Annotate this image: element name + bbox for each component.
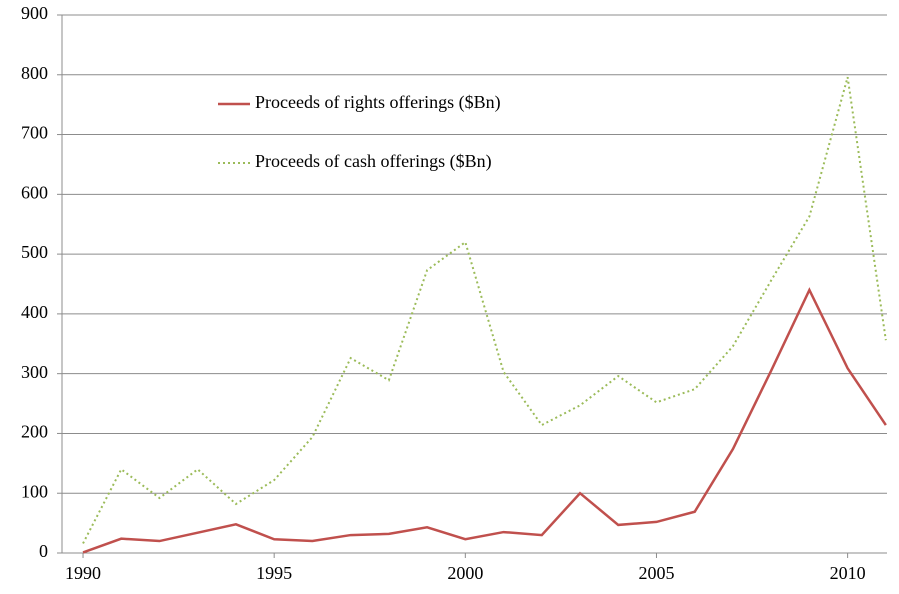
x-tick-label: 2010 xyxy=(830,563,866,583)
y-tick-label: 900 xyxy=(21,3,48,23)
legend-label: Proceeds of cash offerings ($Bn) xyxy=(255,151,492,172)
y-tick-label: 0 xyxy=(39,541,48,561)
series-line xyxy=(82,287,887,554)
y-tick-label: 200 xyxy=(21,422,48,442)
y-tick-label: 300 xyxy=(21,362,48,382)
x-tick-label: 1990 xyxy=(65,563,101,583)
y-tick-label: 100 xyxy=(21,481,48,501)
y-tick-label: 400 xyxy=(21,302,48,322)
y-tick-label: 800 xyxy=(21,63,48,83)
y-tick-label: 600 xyxy=(21,182,48,202)
y-tick-label: 700 xyxy=(21,123,48,143)
y-tick-label: 500 xyxy=(21,242,48,262)
legend-label: Proceeds of rights offerings ($Bn) xyxy=(255,92,501,113)
x-tick-label: 2005 xyxy=(638,563,674,583)
x-tick-label: 2000 xyxy=(447,563,483,583)
series-line xyxy=(82,76,887,544)
x-tick-label: 1995 xyxy=(256,563,292,583)
